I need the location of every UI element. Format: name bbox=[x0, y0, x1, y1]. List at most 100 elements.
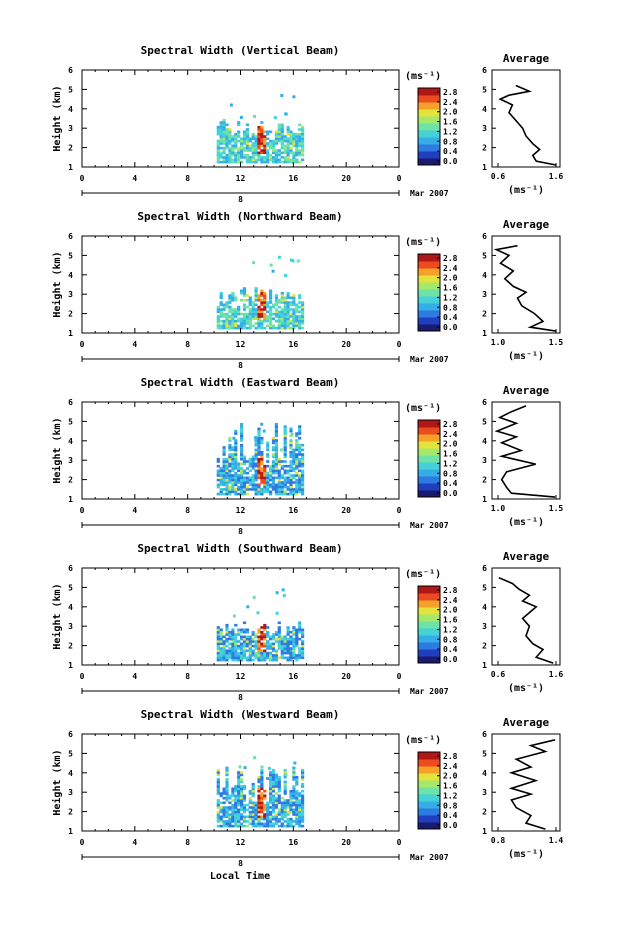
heatmap-cell bbox=[245, 322, 249, 325]
heatmap-cell bbox=[242, 806, 247, 809]
heatmap-cell bbox=[289, 794, 293, 798]
heatmap-cell bbox=[263, 626, 267, 629]
heatmap-cell bbox=[248, 658, 252, 662]
heatmap-cell bbox=[234, 137, 238, 141]
heatmap-cell bbox=[280, 817, 284, 821]
heatmap-cell bbox=[234, 658, 238, 662]
heatmap-cell bbox=[295, 644, 299, 648]
heatmap-cell bbox=[240, 467, 244, 470]
heatmap-cell bbox=[301, 817, 305, 821]
heatmap-cell bbox=[283, 789, 287, 793]
y-axis-label: Height (km) bbox=[51, 749, 63, 815]
heatmap-cell bbox=[242, 808, 247, 812]
heatmap-cell bbox=[216, 803, 220, 807]
heatmap-cell bbox=[257, 476, 261, 480]
heatmap-cell bbox=[240, 785, 244, 788]
heatmap-cell bbox=[251, 160, 255, 164]
heatmap-cell bbox=[234, 488, 238, 491]
heatmap-cell bbox=[269, 471, 273, 475]
heatmap-cell bbox=[257, 128, 261, 131]
heatmap-cell bbox=[216, 315, 220, 318]
avg-y-tick-label: 1 bbox=[482, 661, 487, 670]
heatmap-cell bbox=[216, 132, 220, 136]
heatmap-cell bbox=[242, 635, 247, 639]
heatmap-cell bbox=[298, 446, 302, 449]
heatmap-cell bbox=[283, 427, 287, 431]
heatmap-cell bbox=[257, 801, 261, 805]
heatmap-cells bbox=[216, 588, 305, 662]
heatmap-cell bbox=[248, 464, 252, 468]
heatmap-cell bbox=[289, 490, 293, 494]
heatmap-cell bbox=[298, 478, 302, 482]
heatmap-cell bbox=[245, 137, 249, 141]
heatmap-cell bbox=[274, 319, 278, 323]
heatmap-cell bbox=[260, 135, 264, 138]
heatmap-cell bbox=[257, 298, 261, 302]
heatmap-cell bbox=[269, 263, 273, 267]
heatmap-cell bbox=[231, 488, 235, 491]
heatmap-cell bbox=[254, 142, 258, 145]
heatmap-cell bbox=[240, 801, 244, 805]
heatmap-cell bbox=[222, 474, 226, 477]
heatmap-cell bbox=[248, 817, 252, 821]
heatmap-cell bbox=[216, 153, 220, 157]
heatmap-cell bbox=[280, 128, 284, 131]
avg-x-tick-label: 1.0 bbox=[491, 338, 506, 347]
heatmap-cell bbox=[298, 294, 302, 297]
heatmap-cell bbox=[257, 808, 261, 812]
heatmap-cell bbox=[260, 654, 264, 657]
heatmap-cell bbox=[254, 471, 258, 475]
heatmap-cell bbox=[286, 149, 290, 152]
heatmap-cell bbox=[260, 771, 264, 774]
heatmap-cell bbox=[225, 144, 229, 148]
heatmap-cell bbox=[237, 488, 241, 491]
heatmap-cell bbox=[292, 820, 296, 823]
avg-y-tick-label: 6 bbox=[482, 730, 487, 739]
heatmap-cell bbox=[269, 815, 273, 819]
heatmap-cell bbox=[225, 787, 229, 791]
heatmap-cell bbox=[228, 476, 232, 480]
heatmap-cell bbox=[242, 298, 247, 302]
heatmap-cell bbox=[257, 635, 261, 639]
heatmap-cell bbox=[280, 310, 284, 314]
heatmap-cell bbox=[260, 308, 264, 311]
colorbar-swatch bbox=[418, 780, 440, 788]
heatmap-cell bbox=[280, 132, 284, 136]
colorbar-swatch bbox=[418, 151, 440, 159]
heatmap-cell bbox=[292, 301, 296, 304]
heatmap-cell bbox=[225, 128, 229, 131]
heatmap-cell bbox=[231, 146, 235, 150]
heatmap-cell bbox=[298, 453, 302, 456]
colorbar-tick-label: 2.0 bbox=[443, 606, 458, 615]
heatmap-cell bbox=[269, 778, 273, 781]
heatmap-cell bbox=[295, 443, 299, 447]
heatmap-cell bbox=[274, 312, 278, 316]
heatmap-cell bbox=[222, 464, 226, 468]
avg-title: Average bbox=[503, 218, 550, 231]
heatmap-cell bbox=[257, 794, 261, 798]
heatmap-cell bbox=[280, 123, 284, 127]
date-label: Mar 2007 bbox=[410, 521, 449, 530]
heatmap-cell bbox=[295, 144, 299, 148]
heatmap-cell bbox=[238, 765, 242, 769]
heatmap-cell bbox=[295, 149, 299, 152]
heatmap-cell bbox=[257, 319, 261, 323]
heatmap-cell bbox=[266, 642, 270, 646]
heatmap-cell bbox=[219, 640, 223, 643]
heatmap-cell bbox=[254, 436, 258, 440]
heatmap-cell bbox=[225, 654, 229, 657]
heatmap-cell bbox=[296, 259, 300, 263]
heatmap-cell bbox=[225, 137, 229, 141]
y-tick-label: 6 bbox=[68, 66, 73, 75]
heatmap-cell bbox=[245, 488, 249, 491]
heatmap-cell bbox=[289, 453, 293, 456]
heatmap-cell bbox=[260, 439, 264, 442]
heatmap-cell bbox=[263, 644, 267, 648]
heatmap-cell bbox=[298, 801, 302, 805]
heatmap-cell bbox=[257, 324, 261, 328]
heatmap-cell bbox=[301, 794, 305, 798]
heatmap-cell bbox=[295, 317, 299, 321]
colorbar-tick-label: 1.6 bbox=[443, 616, 458, 625]
heatmap-cell bbox=[219, 308, 223, 311]
heatmap-cell bbox=[242, 153, 247, 157]
